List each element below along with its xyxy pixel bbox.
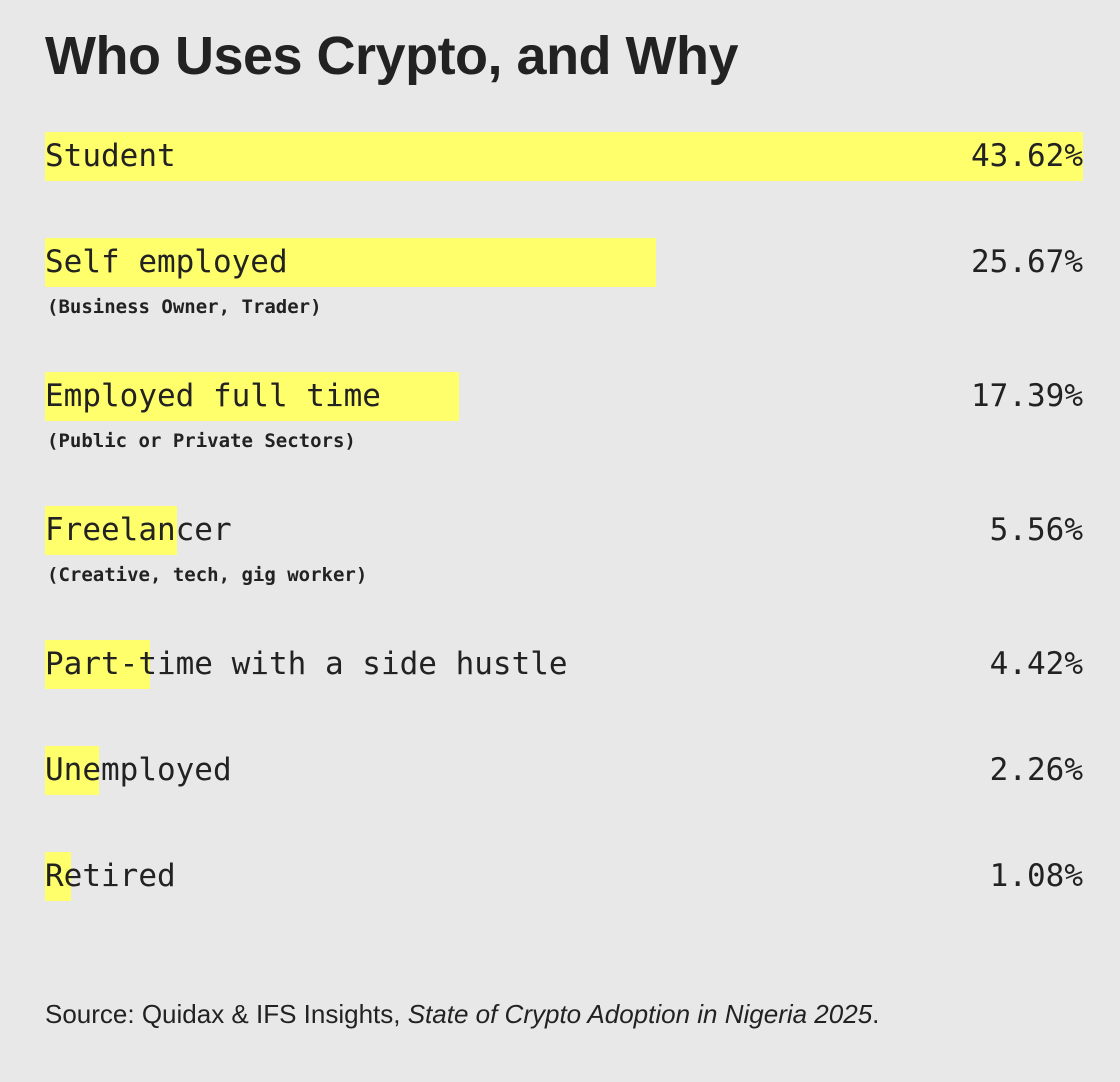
bar bbox=[45, 372, 459, 421]
value-label: 1.08% bbox=[989, 858, 1083, 894]
source-prefix: Source: Quidax & IFS Insights, bbox=[45, 999, 408, 1029]
category-sublabel: (Public or Private Sectors) bbox=[47, 430, 356, 452]
page-title: Who Uses Crypto, and Why bbox=[45, 26, 739, 86]
bar bbox=[45, 746, 99, 795]
category-label: Self employed bbox=[45, 244, 288, 280]
category-label: Freelancer bbox=[45, 512, 232, 548]
bar bbox=[45, 506, 177, 555]
bar bbox=[45, 238, 656, 287]
category-label: Part-time with a side hustle bbox=[45, 646, 568, 682]
source-suffix: . bbox=[872, 999, 880, 1029]
bar bbox=[45, 132, 1083, 181]
value-label: 25.67% bbox=[971, 244, 1083, 280]
category-sublabel: (Business Owner, Trader) bbox=[47, 296, 322, 318]
category-label: Unemployed bbox=[45, 752, 232, 788]
value-label: 43.62% bbox=[971, 138, 1083, 174]
value-label: 17.39% bbox=[971, 378, 1083, 414]
source-report-title: State of Crypto Adoption in Nigeria 2025 bbox=[407, 999, 873, 1029]
bar bbox=[45, 640, 150, 689]
source-note: Source: Quidax & IFS Insights, State of … bbox=[45, 996, 879, 1032]
category-label: Student bbox=[45, 138, 176, 174]
value-label: 2.26% bbox=[989, 752, 1083, 788]
value-label: 4.42% bbox=[989, 646, 1083, 682]
value-label: 5.56% bbox=[989, 512, 1083, 548]
category-label: Retired bbox=[45, 858, 176, 894]
category-sublabel: (Creative, tech, gig worker) bbox=[47, 564, 368, 586]
category-label: Employed full time bbox=[45, 378, 381, 414]
chart: Student 43.62% Self employed (Business Owne… bbox=[45, 132, 1083, 901]
bar bbox=[45, 852, 71, 901]
